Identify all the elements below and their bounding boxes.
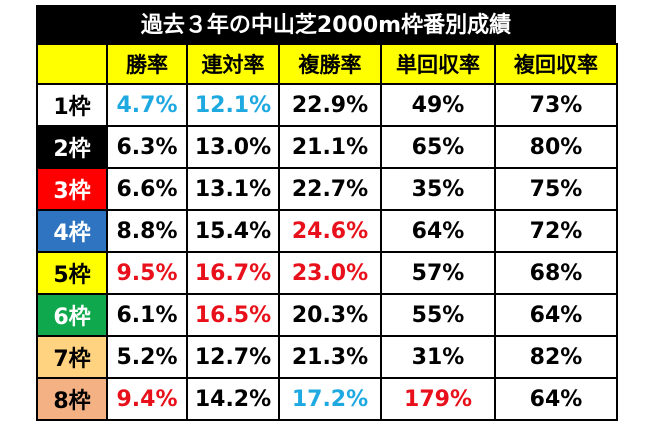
- cell-place-return: 72%: [494, 209, 618, 253]
- table-body: 1枠 4.7% 12.1% 22.9% 49% 73% 2枠 6.3% 13.0% 21.1% 65…: [36, 83, 618, 421]
- gate-label: 2枠: [36, 125, 108, 169]
- cell-win-return: 31%: [380, 335, 496, 379]
- cell-top3-rate: 23.0%: [278, 251, 382, 295]
- gate-label: 7枠: [36, 335, 108, 379]
- header-top2-rate: 連対率: [186, 43, 280, 85]
- cell-win-rate: 4.7%: [106, 83, 188, 127]
- cell-win-return: 55%: [380, 293, 496, 337]
- header-row: 勝率 連対率 複勝率 単回収率 複回収率: [36, 43, 618, 85]
- cell-win-rate: 6.1%: [106, 293, 188, 337]
- cell-top2-rate: 12.7%: [186, 335, 280, 379]
- cell-top2-rate: 14.2%: [186, 377, 280, 421]
- header-corner: [36, 43, 108, 85]
- cell-place-return: 80%: [494, 125, 618, 169]
- gate-label: 8枠: [36, 377, 108, 421]
- cell-top3-rate: 22.7%: [278, 167, 382, 211]
- cell-win-rate: 9.4%: [106, 377, 188, 421]
- cell-top3-rate: 22.9%: [278, 83, 382, 127]
- cell-place-return: 68%: [494, 251, 618, 295]
- table-row: 8枠 9.4% 14.2% 17.2% 179% 64%: [36, 377, 618, 421]
- table-row: 5枠 9.5% 16.7% 23.0% 57% 68%: [36, 251, 618, 295]
- cell-win-return: 65%: [380, 125, 496, 169]
- gate-label: 4枠: [36, 209, 108, 253]
- cell-win-rate: 6.3%: [106, 125, 188, 169]
- cell-win-return: 64%: [380, 209, 496, 253]
- cell-top3-rate: 21.1%: [278, 125, 382, 169]
- table-row: 4枠 8.8% 15.4% 24.6% 64% 72%: [36, 209, 618, 253]
- table-title: 過去３年の中山芝2000m枠番別成績: [36, 5, 616, 43]
- cell-top3-rate: 20.3%: [278, 293, 382, 337]
- cell-place-return: 64%: [494, 293, 618, 337]
- table-row: 1枠 4.7% 12.1% 22.9% 49% 73%: [36, 83, 618, 127]
- cell-top2-rate: 15.4%: [186, 209, 280, 253]
- cell-place-return: 73%: [494, 83, 618, 127]
- gate-label: 5枠: [36, 251, 108, 295]
- cell-win-rate: 8.8%: [106, 209, 188, 253]
- cell-win-rate: 5.2%: [106, 335, 188, 379]
- cell-place-return: 82%: [494, 335, 618, 379]
- cell-win-return: 49%: [380, 83, 496, 127]
- cell-top2-rate: 13.1%: [186, 167, 280, 211]
- cell-top3-rate: 21.3%: [278, 335, 382, 379]
- cell-win-return: 35%: [380, 167, 496, 211]
- cell-top2-rate: 13.0%: [186, 125, 280, 169]
- header-win-rate: 勝率: [106, 43, 188, 85]
- gate-label: 3枠: [36, 167, 108, 211]
- stats-panel: 過去３年の中山芝2000m枠番別成績 勝率 連対率 複勝率 単回収率 複回収率 …: [36, 5, 618, 421]
- cell-top2-rate: 12.1%: [186, 83, 280, 127]
- cell-win-rate: 6.6%: [106, 167, 188, 211]
- cell-top2-rate: 16.7%: [186, 251, 280, 295]
- cell-win-rate: 9.5%: [106, 251, 188, 295]
- header-place-return: 複回収率: [494, 43, 618, 85]
- table-row: 2枠 6.3% 13.0% 21.1% 65% 80%: [36, 125, 618, 169]
- cell-top3-rate: 17.2%: [278, 377, 382, 421]
- cell-place-return: 75%: [494, 167, 618, 211]
- cell-place-return: 64%: [494, 377, 618, 421]
- table-row: 7枠 5.2% 12.7% 21.3% 31% 82%: [36, 335, 618, 379]
- gate-label: 1枠: [36, 83, 108, 127]
- header-top3-rate: 複勝率: [278, 43, 382, 85]
- cell-win-return: 179%: [380, 377, 496, 421]
- gate-label: 6枠: [36, 293, 108, 337]
- cell-win-return: 57%: [380, 251, 496, 295]
- gate-stats-table: 勝率 連対率 複勝率 単回収率 複回収率 1枠 4.7% 12.1% 22.9% 49%…: [36, 43, 618, 421]
- cell-top3-rate: 24.6%: [278, 209, 382, 253]
- table-row: 6枠 6.1% 16.5% 20.3% 55% 64%: [36, 293, 618, 337]
- cell-top2-rate: 16.5%: [186, 293, 280, 337]
- header-win-return: 単回収率: [380, 43, 496, 85]
- table-row: 3枠 6.6% 13.1% 22.7% 35% 75%: [36, 167, 618, 211]
